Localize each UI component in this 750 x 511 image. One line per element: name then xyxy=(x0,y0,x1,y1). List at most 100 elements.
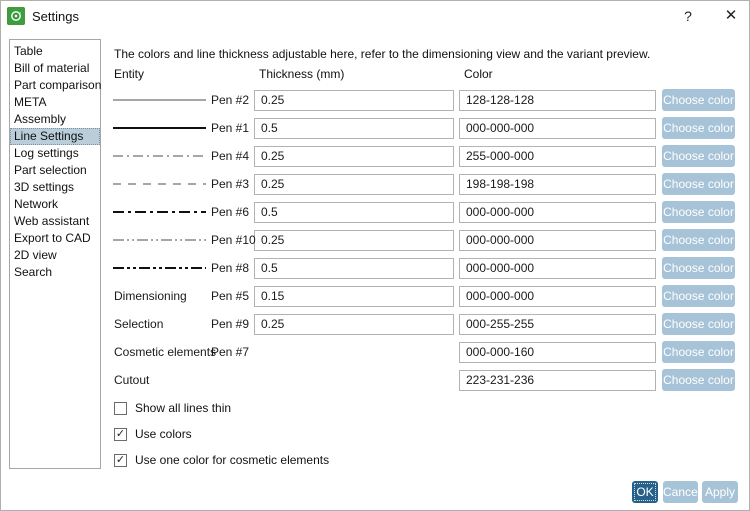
sidebar-item-web-assistant[interactable]: Web assistant xyxy=(14,214,90,228)
sidebar-item-network[interactable]: Network xyxy=(14,197,59,211)
thickness-input[interactable] xyxy=(254,285,454,307)
pen-label: Pen #7 xyxy=(211,345,250,359)
checkbox-label: Show all lines thin xyxy=(135,401,232,415)
title-bar: Settings ? ✕ xyxy=(1,1,749,31)
checkbox-use-colors[interactable]: ✓ Use colors xyxy=(114,421,329,447)
apply-button[interactable]: Apply xyxy=(702,481,738,503)
choose-color-button[interactable]: Choose color xyxy=(662,285,735,307)
table-row: Dimensioning Pen #5 Choose color xyxy=(113,282,736,310)
sidebar-item-meta[interactable]: META xyxy=(14,95,47,109)
sidebar-item-assembly[interactable]: Assembly xyxy=(14,112,67,126)
entity-cell: Pen #3 xyxy=(113,173,254,195)
entity-label: Selection xyxy=(114,317,164,331)
line-style-dashdot-thick-icon xyxy=(113,211,206,213)
choose-color-button[interactable]: Choose color xyxy=(662,229,735,251)
line-settings-table: Pen #2 Choose color Pen #1 Choose color … xyxy=(113,86,736,394)
sidebar-item-part-comparison[interactable]: Part comparison xyxy=(14,78,102,92)
table-row: Pen #3 Choose color xyxy=(113,170,736,198)
thickness-input[interactable] xyxy=(254,257,454,279)
sidebar-item-search[interactable]: Search xyxy=(14,265,53,279)
color-input[interactable] xyxy=(459,229,656,251)
sidebar-item-bill-of-material[interactable]: Bill of material xyxy=(14,61,90,75)
choose-color-button[interactable]: Choose color xyxy=(662,313,735,335)
thickness-input[interactable] xyxy=(254,173,454,195)
choose-color-button[interactable]: Choose color xyxy=(662,89,735,111)
checkbox-label: Use colors xyxy=(135,427,192,441)
cancel-button[interactable]: Cancel xyxy=(663,481,700,503)
thickness-input[interactable] xyxy=(254,229,454,251)
close-button[interactable]: ✕ xyxy=(716,4,746,28)
table-row: Pen #6 Choose color xyxy=(113,198,736,226)
table-row: Selection Pen #9 Choose color xyxy=(113,310,736,338)
sidebar-item-3d-settings[interactable]: 3D settings xyxy=(14,180,75,194)
thickness-input[interactable] xyxy=(254,117,454,139)
sidebar-item-export-to-cad[interactable]: Export to CAD xyxy=(14,231,91,245)
checkbox-icon[interactable] xyxy=(114,401,127,415)
color-input[interactable] xyxy=(459,173,656,195)
settings-app-icon xyxy=(7,7,25,25)
color-input[interactable] xyxy=(459,117,656,139)
pen-label: Pen #2 xyxy=(211,93,250,107)
help-button[interactable]: ? xyxy=(673,4,703,28)
column-header-color: Color xyxy=(464,67,493,81)
entity-cell: Pen #10 xyxy=(113,229,256,251)
table-row: Pen #4 Choose color xyxy=(113,142,736,170)
color-input[interactable] xyxy=(459,285,656,307)
entity-label: Dimensioning xyxy=(114,289,187,303)
color-input[interactable] xyxy=(459,145,656,167)
thickness-input[interactable] xyxy=(254,201,454,223)
description-text: The colors and line thickness adjustable… xyxy=(114,47,651,61)
line-style-dashdot-thin-icon xyxy=(113,155,206,157)
sidebar-item-2d-view[interactable]: 2D view xyxy=(14,248,57,262)
choose-color-button[interactable]: Choose color xyxy=(662,257,735,279)
pen-label: Pen #6 xyxy=(211,205,250,219)
color-input[interactable] xyxy=(459,369,656,391)
pen-label: Pen #5 xyxy=(211,289,250,303)
entity-cell: Selection Pen #9 xyxy=(113,313,254,335)
pen-label: Pen #1 xyxy=(211,121,250,135)
gear-icon xyxy=(11,11,21,21)
thickness-input[interactable] xyxy=(254,313,454,335)
entity-cell: Cutout xyxy=(113,369,254,391)
column-header-thickness: Thickness (mm) xyxy=(259,67,345,81)
pen-label: Pen #10 xyxy=(211,233,256,247)
ok-button[interactable]: OK xyxy=(632,481,658,503)
window-title: Settings xyxy=(32,9,79,24)
choose-color-button[interactable]: Choose color xyxy=(662,369,735,391)
line-style-dashed-thin-icon xyxy=(113,183,206,185)
entity-cell: Pen #4 xyxy=(113,145,254,167)
thickness-input[interactable] xyxy=(254,145,454,167)
color-input[interactable] xyxy=(459,257,656,279)
column-header-entity: Entity xyxy=(114,67,145,81)
sidebar-item-part-selection[interactable]: Part selection xyxy=(14,163,87,177)
color-input[interactable] xyxy=(459,313,656,335)
pen-label: Pen #3 xyxy=(211,177,250,191)
checkbox-show-all-lines-thin[interactable]: Show all lines thin xyxy=(114,395,329,421)
checkbox-icon[interactable]: ✓ xyxy=(114,427,127,441)
checkbox-icon[interactable]: ✓ xyxy=(114,453,127,467)
entity-label: Cutout xyxy=(114,373,150,387)
entity-cell: Pen #1 xyxy=(113,117,254,139)
sidebar-item-line-settings[interactable]: Line Settings xyxy=(10,128,100,145)
color-input[interactable] xyxy=(459,341,656,363)
checkbox-label: Use one color for cosmetic elements xyxy=(135,453,330,467)
entity-cell: Pen #8 xyxy=(113,257,254,279)
checkbox-group: Show all lines thin ✓ Use colors ✓ Use o… xyxy=(114,395,329,473)
choose-color-button[interactable]: Choose color xyxy=(662,117,735,139)
line-style-solid-thin-icon xyxy=(113,99,206,101)
sidebar-item-table[interactable]: Table xyxy=(14,44,43,58)
checkbox-use-one-color-for-cosmetic-elements[interactable]: ✓ Use one color for cosmetic elements xyxy=(114,447,329,473)
choose-color-button[interactable]: Choose color xyxy=(662,145,735,167)
line-style-dashdotdot-thin-icon xyxy=(113,239,206,241)
choose-color-button[interactable]: Choose color xyxy=(662,173,735,195)
choose-color-button[interactable]: Choose color xyxy=(662,341,735,363)
color-input[interactable] xyxy=(459,201,656,223)
color-input[interactable] xyxy=(459,89,656,111)
pen-label: Pen #8 xyxy=(211,261,250,275)
thickness-input[interactable] xyxy=(254,89,454,111)
sidebar-item-log-settings[interactable]: Log settings xyxy=(14,146,79,160)
line-style-solid-thick-icon xyxy=(113,127,206,129)
table-row: Pen #2 Choose color xyxy=(113,86,736,114)
entity-cell: Pen #6 xyxy=(113,201,254,223)
choose-color-button[interactable]: Choose color xyxy=(662,201,735,223)
